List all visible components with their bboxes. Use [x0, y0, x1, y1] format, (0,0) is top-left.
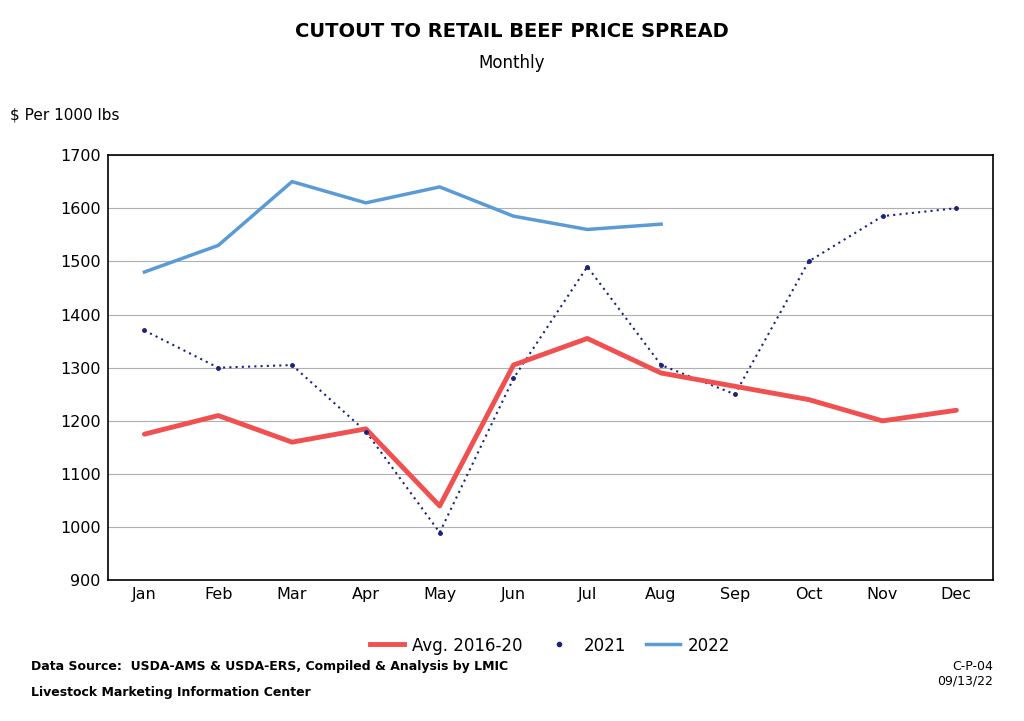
Text: CUTOUT TO RETAIL BEEF PRICE SPREAD: CUTOUT TO RETAIL BEEF PRICE SPREAD [295, 22, 729, 40]
Legend: Avg. 2016-20, 2021, 2022: Avg. 2016-20, 2021, 2022 [364, 630, 737, 661]
Text: C-P-04
09/13/22: C-P-04 09/13/22 [937, 660, 993, 688]
Text: Data Source:  USDA-AMS & USDA-ERS, Compiled & Analysis by LMIC: Data Source: USDA-AMS & USDA-ERS, Compil… [31, 660, 508, 673]
Text: $ Per 1000 lbs: $ Per 1000 lbs [10, 107, 120, 123]
Text: Livestock Marketing Information Center: Livestock Marketing Information Center [31, 686, 310, 699]
Text: Monthly: Monthly [479, 54, 545, 72]
